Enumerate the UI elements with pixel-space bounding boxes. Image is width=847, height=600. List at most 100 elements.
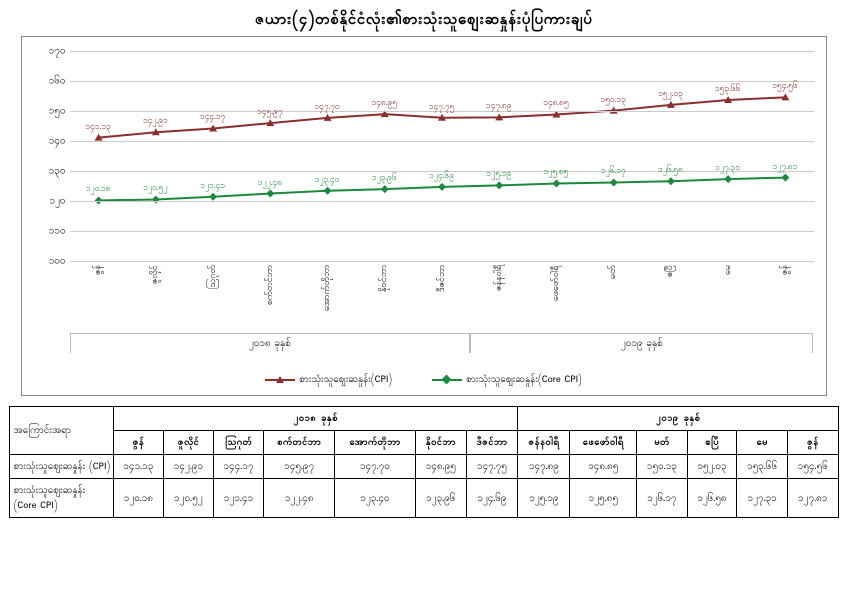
table-cell: ၁၂၄.၆၉ — [466, 479, 518, 518]
table-cell: ၁၂၇.၈၁ — [787, 479, 838, 518]
data-label: ၁၅၀.၁၃ — [600, 95, 626, 107]
data-label: ၁၂၃.၉၆ — [372, 173, 397, 185]
table-cell: ၁၅၂.၀၃ — [687, 455, 737, 479]
data-label: ၁၄၄.၁၇ — [200, 112, 226, 124]
data-label: ၁၂၁.၄၁ — [200, 181, 225, 193]
table-cell: ၁၂၀.၁၈ — [113, 479, 164, 518]
table-cell: ၁၂၀.၅၂ — [164, 479, 214, 518]
table-cell: ၁၂၆.၅၈ — [687, 479, 737, 518]
table-cell: ၁၂၅.၈၅ — [570, 479, 637, 518]
x-tick: ဖေဖော်ဝါရီ — [550, 265, 563, 327]
x-tick: မတ် — [607, 265, 620, 327]
year-group-label: ၂၀၁၉ ခုနှစ် — [470, 333, 813, 353]
table-cell: ၁၄၅.၉၇ — [264, 455, 335, 479]
data-label: ၁၂၅.၈၅ — [543, 167, 568, 179]
table-cell: ၁၂၃.၄၀ — [334, 479, 415, 518]
data-label: ၁၅၂.၀၃ — [658, 89, 683, 101]
table-row: စားသုံးသူဈေးဆနှုန်း (Core CPI)၁၂၀.၁၈၁၂၀.… — [9, 479, 838, 518]
table-month-header: အောက်တိုဘာ — [334, 431, 415, 455]
table-month-header: ဇူလိုင် — [164, 431, 214, 455]
data-label: ၁၄၇.၇၅ — [429, 102, 455, 114]
legend-item: စားသုံးသူဈေးဆနှုန်း(CPI) — [265, 372, 392, 387]
year-group-label: ၂၀၁၈ ခုနှစ် — [70, 333, 471, 353]
table-month-header: စက်တင်ဘာ — [264, 431, 335, 455]
data-table: အကြောင်းအရာ၂၀၁၈ ခုနှစ်၂၀၁၉ ခုနှစ်ဇွန်ဇူလ… — [9, 406, 839, 518]
table-month-header: မေ — [737, 431, 788, 455]
table-cell: ၁၂၂.၄၈ — [264, 479, 335, 518]
table-cell: ၁၂၅.၁၉ — [518, 479, 570, 518]
x-tick: ဇန်နဝါရီ — [493, 265, 506, 327]
table-month-header: ဩဂုတ် — [213, 431, 264, 455]
x-tick: စက်တင်ဘာ — [264, 265, 277, 327]
table-cell: ၁၄၇.၇၅ — [466, 455, 518, 479]
table-cell: ၁၄၈.၈၅ — [570, 455, 637, 479]
legend: စားသုံးသူဈေးဆနှုန်း(CPI) စားသုံးသူဈေးဆနှု… — [22, 372, 826, 387]
data-label: ၁၄၈.၉၅ — [371, 98, 397, 110]
table-cell: ၁၂၁.၄၁ — [213, 479, 264, 518]
table-month-header: ဒီဇင်ဘာ — [466, 431, 518, 455]
table-row: စားသုံးသူဈေးဆနှုန်း (CPI)၁၄၁.၁၃၁၄၂.၉၁၁၄၄… — [9, 455, 838, 479]
data-label: ၁၄၇.၈၉ — [486, 101, 512, 113]
table-month-header: ဇန်နဝါရီ — [518, 431, 570, 455]
x-tick: ဧပြီ — [664, 265, 677, 327]
data-label: ၁၄၂.၉၁ — [143, 116, 168, 128]
data-label: ၁၂၄.၆၉ — [429, 171, 454, 183]
y-tick: ၁၁၀ — [32, 224, 66, 239]
x-tick: ဇွန် — [92, 265, 105, 327]
table-month-header: မတ် — [637, 431, 688, 455]
row-label: စားသုံးသူဈေးဆနှုန်း (CPI) — [9, 455, 113, 479]
table-cell: ၁၄၁.၁၃ — [113, 455, 164, 479]
table-cell: ၁၄၇.၇၀ — [334, 455, 415, 479]
x-tick: ဇူလိုင် — [149, 265, 162, 327]
data-label: ၁၂၀.၅၂ — [143, 183, 167, 195]
y-tick: ၁၄၀ — [32, 134, 66, 149]
x-tick: မေ — [722, 265, 735, 327]
table-cell: ၁၂၇.၃၁ — [737, 479, 788, 518]
table-cell: ၁၅၃.၆၆ — [737, 455, 788, 479]
y-tick: ၁၅၀ — [32, 104, 66, 119]
data-label: ၁၄၇.၇၀ — [314, 102, 340, 114]
chart-container: ၁၀၀ ၁၁၀ ၁၂၀ ၁၃၀ ၁၄၀ ၁၅၀ ၁၆၀ ၁၇၀ ၁၄၁.၁၃ ၁၄၂.၉၁ ၁၄၄… — [21, 36, 827, 396]
y-tick: ၁၀၀ — [32, 254, 66, 269]
table-year-header: ၂၀၁၈ ခုနှစ် — [113, 407, 518, 431]
plot-area: ၁၀၀၁၁၀၁၂၀၁၃၀၁၄၀၁၅၀၁၆၀၁၇၀ ၁၄၁.၁၃၁၄၂.၉၁၁၄၄… — [70, 51, 814, 261]
x-tick: ဒီဇင်ဘာ — [436, 265, 449, 327]
data-label: ၁၄၈.၈၅ — [543, 98, 569, 110]
table-month-header: ဇွန် — [113, 431, 164, 455]
data-label: ၁၄၅.၉၇ — [257, 107, 283, 119]
table-cell: ၁၅၄.၅၆ — [787, 455, 838, 479]
data-label: ၁၂၇.၃၁ — [715, 163, 740, 175]
table-cell: ၁၅၀.၁၃ — [637, 455, 688, 479]
x-tick: ဩဂုတ် — [207, 265, 220, 327]
y-tick: ၁၇၀ — [32, 44, 66, 59]
x-tick: ဇွန် — [779, 265, 792, 327]
table-cell: ၁၂၃.၉၆ — [415, 479, 466, 518]
data-label: ၁၂၆.၁၇ — [601, 166, 626, 178]
table-month-header: ဧပြီ — [687, 431, 737, 455]
table-month-header: နိုဝင်ဘာ — [415, 431, 466, 455]
x-tick: နိုဝင်ဘာ — [378, 265, 391, 327]
table-cell: ၁၄၂.၉၁ — [164, 455, 214, 479]
chart-svg — [70, 51, 814, 261]
table-month-header: ဖေဖော်ဝါရီ — [570, 431, 637, 455]
y-tick: ၁၆၀ — [32, 74, 66, 89]
table-cell: ၁၂၆.၁၇ — [637, 479, 688, 518]
data-label: ၁၂၃.၄၀ — [315, 175, 340, 187]
x-tick: အောက်တိုဘာ — [321, 265, 334, 327]
data-label: ၁၂၅.၁၉ — [486, 169, 511, 181]
table-cell: ၁၄၈.၉၅ — [415, 455, 466, 479]
row-label: စားသုံးသူဈေးဆနှုန်း (Core CPI) — [9, 479, 113, 518]
table-header: အကြောင်းအရာ — [9, 407, 113, 455]
data-label: ၁၂၂.၄၈ — [258, 178, 282, 190]
table-cell: ၁၄၇.၈၉ — [518, 455, 570, 479]
y-tick: ၁၃၀ — [32, 164, 66, 179]
table-cell: ၁၄၄.၁၇ — [213, 455, 264, 479]
y-tick: ၁၂၀ — [32, 194, 66, 209]
chart-title: ဇယား(၄)တစ်နိုင်ငံလုံး၏စားသုံးသူဈေးဆနှုန်… — [0, 0, 847, 36]
data-label: ၁၂၇.၈၁ — [772, 162, 797, 174]
data-label: ၁၅၄.၅၆ — [772, 81, 798, 93]
table-year-header: ၂၀၁၉ ခုနှစ် — [518, 407, 838, 431]
data-label: ၁၄၁.၁၃ — [85, 122, 111, 134]
legend-item: စားသုံးသူဈေးဆနှုန်း(Core CPI) — [432, 372, 582, 387]
table-month-header: ဇွန် — [787, 431, 838, 455]
